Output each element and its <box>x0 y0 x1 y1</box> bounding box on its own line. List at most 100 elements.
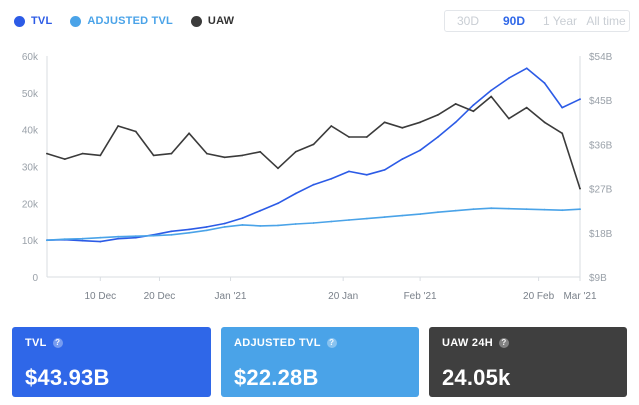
data-point-uaw <box>330 125 333 127</box>
data-point-tvl <box>383 169 386 171</box>
data-point-uaw <box>383 121 386 124</box>
x-tick-label: 10 Dec <box>84 291 116 302</box>
data-point-adjusted-tvl <box>170 233 173 236</box>
legend-label-adjusted-tvl: ADJUSTED TVL <box>87 15 173 27</box>
data-point-tvl <box>330 177 333 180</box>
help-icon[interactable]: ? <box>499 338 509 348</box>
help-icon[interactable]: ? <box>326 338 337 348</box>
data-point-tvl <box>348 170 350 173</box>
data-point-adjusted-tvl <box>365 217 368 220</box>
x-tick-label: Mar '21 <box>563 291 596 302</box>
data-point-uaw <box>170 152 173 155</box>
data-point-tvl <box>99 240 102 243</box>
chart-legend: TVL ADJUSTED TVL UAW <box>14 12 252 30</box>
data-point-adjusted-tvl <box>401 214 404 217</box>
tvl-card-title: TVL ? <box>25 337 63 349</box>
data-point-tvl <box>561 106 564 109</box>
legend-dot-tvl <box>14 15 25 27</box>
data-point-tvl <box>170 230 173 233</box>
data-point-adjusted-tvl <box>383 216 386 219</box>
data-point-adjusted-tvl <box>454 209 457 212</box>
data-point-uaw <box>365 136 368 138</box>
y-left-tick-label: 20k <box>22 199 39 210</box>
adjusted-tvl-card: ADJUSTED TVL ? $22.28B <box>221 327 419 397</box>
legend-item-adjusted-tvl[interactable]: ADJUSTED TVL <box>70 15 173 27</box>
data-point-adjusted-tvl <box>543 208 546 211</box>
data-point-adjusted-tvl <box>134 235 137 238</box>
line-chart: 0 10k 20k 30k 40k 50k 60k $9B $18B $27B $36B $45B $5… <box>22 52 613 302</box>
y-left-tick-label: 30k <box>22 163 39 174</box>
tvl-card: TVL ? $43.93B <box>12 327 211 397</box>
data-point-adjusted-tvl <box>330 220 333 223</box>
x-tick-label: Feb '21 <box>404 291 437 302</box>
data-point-adjusted-tvl <box>490 207 493 210</box>
chart-area: 0 10k 20k 30k 40k 50k 60k $9B $18B $27B $36B $45B $5… <box>0 40 639 312</box>
data-point-tvl <box>490 89 493 92</box>
data-point-uaw <box>490 95 493 98</box>
legend-item-uaw[interactable]: UAW <box>190 15 234 27</box>
y-left-tick-label: 40k <box>22 126 39 137</box>
data-point-adjusted-tvl <box>81 237 84 240</box>
data-point-tvl <box>223 222 226 225</box>
y-right-tick-label: $27B <box>589 185 613 196</box>
y-left-tick-label: 10k <box>22 236 39 247</box>
data-point-tvl <box>419 149 421 152</box>
data-point-adjusted-tvl <box>312 222 315 224</box>
adjusted-tvl-card-title-text: ADJUSTED TVL <box>234 337 321 349</box>
series-line-uaw <box>46 95 581 190</box>
legend-dot-adjusted-tvl <box>70 15 82 27</box>
range-90d-button[interactable]: 90D <box>502 14 525 28</box>
data-point-uaw <box>117 125 119 127</box>
tvl-card-value: $43.93B <box>25 365 110 390</box>
data-point-tvl <box>508 77 510 79</box>
data-point-tvl <box>401 158 404 160</box>
y-left-tick-label: 0 <box>32 273 38 284</box>
data-point-uaw <box>472 110 475 113</box>
data-point-tvl <box>206 226 208 228</box>
data-point-uaw <box>508 117 510 120</box>
data-point-tvl <box>241 217 244 220</box>
legend-item-tvl[interactable]: TVL <box>14 15 52 27</box>
x-tick-label: Jan '21 <box>215 291 247 302</box>
data-point-uaw <box>579 187 581 190</box>
data-point-uaw <box>81 152 84 155</box>
data-point-adjusted-tvl <box>206 229 208 232</box>
data-point-adjusted-tvl <box>46 239 48 242</box>
legend-label-tvl: TVL <box>31 15 53 27</box>
data-point-uaw <box>348 136 350 138</box>
uaw-card-title-text: UAW 24H <box>442 337 493 349</box>
data-point-uaw <box>134 130 137 133</box>
y-left-tick-label: 60k <box>22 52 39 63</box>
data-point-tvl <box>454 121 457 124</box>
y-left-tick-label: 50k <box>22 89 39 100</box>
range-1y-button[interactable]: 1 Year <box>542 14 578 28</box>
data-point-adjusted-tvl <box>63 238 66 241</box>
data-point-uaw <box>543 121 546 124</box>
data-point-adjusted-tvl <box>99 236 102 239</box>
data-point-uaw <box>152 154 155 157</box>
uaw-card-title: UAW 24H ? <box>442 337 509 349</box>
y-right-tick-label: $9B <box>589 273 607 284</box>
data-point-tvl <box>579 98 581 101</box>
x-tick-label: 20 Feb <box>523 291 555 302</box>
data-point-adjusted-tvl <box>259 225 262 227</box>
data-point-uaw <box>63 158 66 160</box>
data-point-uaw <box>437 114 439 116</box>
data-point-adjusted-tvl <box>277 224 279 227</box>
data-point-adjusted-tvl <box>472 208 475 211</box>
data-point-uaw <box>294 150 297 153</box>
tvl-card-title-text: TVL <box>25 337 47 349</box>
data-point-adjusted-tvl <box>508 207 510 210</box>
data-point-uaw <box>312 143 315 146</box>
legend-dot-uaw <box>190 15 202 27</box>
data-point-adjusted-tvl <box>152 234 155 237</box>
y-right-tick-label: $45B <box>589 96 613 107</box>
data-point-uaw <box>241 154 244 157</box>
data-point-tvl <box>81 239 84 242</box>
data-point-uaw <box>277 167 279 170</box>
range-30d-button[interactable]: 30D <box>456 14 479 28</box>
data-point-uaw <box>223 156 226 159</box>
range-all-time-button[interactable]: All time <box>586 14 626 28</box>
help-icon[interactable]: ? <box>52 338 63 348</box>
data-point-uaw <box>525 106 528 109</box>
